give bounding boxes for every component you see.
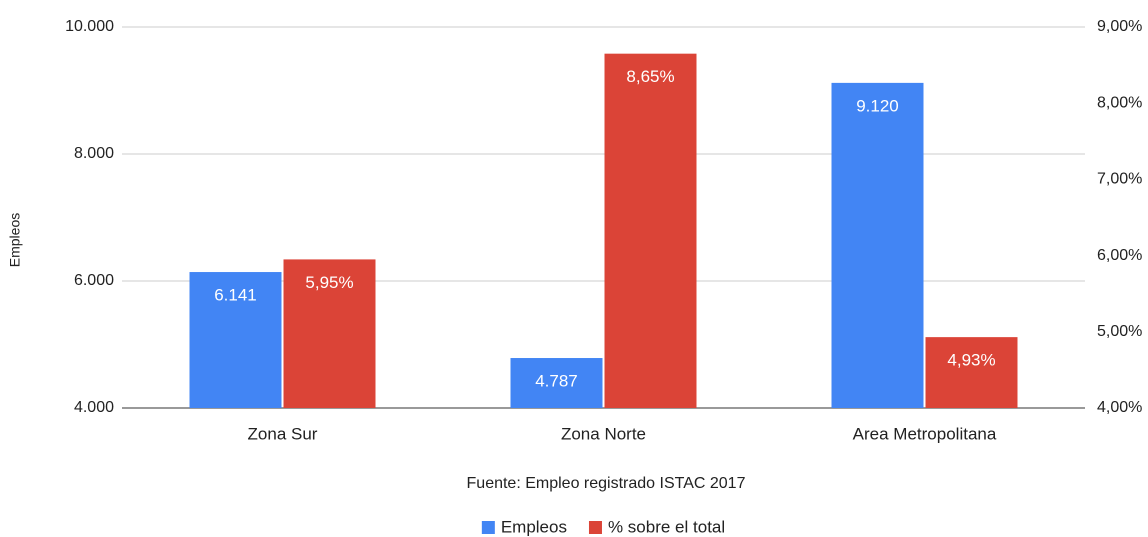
y-tick-label: 8.000: [74, 145, 114, 162]
y2-tick-label: 6,00%: [1097, 247, 1142, 264]
y-tick-label: 6.000: [74, 272, 114, 289]
y2-tick-label: 4,00%: [1097, 399, 1142, 416]
y-axis-label: Empleos: [7, 213, 23, 267]
data-label: 9.120: [856, 96, 899, 115]
bar: [604, 53, 697, 409]
y2-tick-label: 9,00%: [1097, 18, 1142, 35]
legend-label: % sobre el total: [608, 517, 725, 536]
source-note: Fuente: Empleo registrado ISTAC 2017: [467, 475, 746, 492]
bar: [925, 337, 1018, 408]
y-tick-label: 10.000: [65, 18, 114, 35]
y2-tick-label: 8,00%: [1097, 94, 1142, 111]
x-tick-label: Zona Norte: [561, 424, 646, 443]
bar: [189, 272, 282, 408]
legend-swatch: [588, 521, 602, 534]
x-tick-label: Zona Sur: [248, 424, 318, 443]
y-tick-label: 4.000: [74, 399, 114, 416]
bar: [831, 82, 924, 408]
data-label: 6.141: [214, 286, 257, 305]
legend-swatch: [481, 521, 495, 534]
x-tick-label: Area Metropolitana: [853, 424, 997, 443]
bar: [283, 259, 376, 408]
bar: [510, 358, 603, 408]
data-label: 4.787: [535, 372, 578, 391]
data-label: 4,93%: [947, 351, 995, 370]
data-label: 8,65%: [626, 67, 674, 86]
legend-label: Empleos: [501, 517, 567, 536]
data-label: 5,95%: [305, 273, 353, 292]
y2-tick-label: 7,00%: [1097, 171, 1142, 188]
y2-tick-label: 5,00%: [1097, 323, 1142, 340]
